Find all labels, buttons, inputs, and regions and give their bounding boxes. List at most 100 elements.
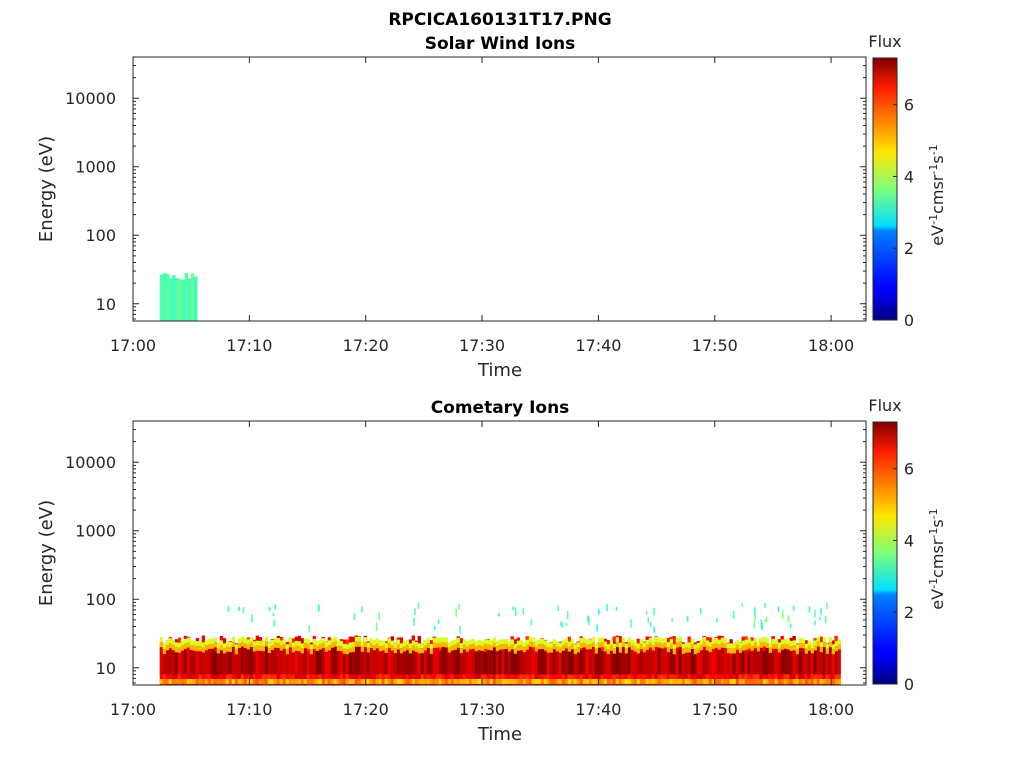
cometary-heat-column-1 <box>489 644 493 675</box>
cometary-edge-column <box>201 647 205 653</box>
cometary-edge-column <box>495 646 499 652</box>
cometary-heat-column-1 <box>615 643 619 675</box>
cometary-low-edge <box>525 679 529 684</box>
cometary-edge-column <box>531 637 535 643</box>
cometary-x-tick-label: 17:50 <box>692 700 738 719</box>
cometary-low-edge <box>615 679 619 684</box>
cometary-low-edge <box>435 679 439 684</box>
cometary-scatter-point <box>557 605 560 611</box>
cometary-heat-column-1 <box>831 650 835 675</box>
cometary-edge-column <box>483 643 487 649</box>
cometary-edge-column <box>654 636 658 642</box>
cometary-edge-column <box>291 642 295 648</box>
cometary-edge-column <box>459 648 463 654</box>
cometary-edge-column <box>213 642 217 648</box>
cometary-heat-column-1 <box>660 645 664 675</box>
cometary-edge-column <box>354 636 358 642</box>
cometary-heat-column-1 <box>720 645 724 675</box>
cometary-edge-column <box>264 636 268 642</box>
cometary-edge-column <box>654 641 658 647</box>
cometary-edge-column <box>663 642 667 648</box>
cometary-edge-column <box>306 643 310 649</box>
cometary-heat-column-1 <box>777 651 781 675</box>
cometary-low-edge <box>624 679 628 684</box>
cometary-low-edge <box>834 679 838 684</box>
cometary-low-edge <box>723 679 727 684</box>
cometary-edge-column <box>603 646 607 652</box>
cometary-low-edge <box>198 679 202 684</box>
cometary-edge-column <box>807 640 811 646</box>
cometary-heat-column-1 <box>666 650 670 675</box>
cometary-heat-column-1 <box>750 650 754 675</box>
cometary-edge-column <box>480 641 484 647</box>
cometary-edge-column <box>195 641 199 647</box>
cometary-low-edge <box>201 679 205 684</box>
cometary-low-edge <box>492 679 496 684</box>
cometary-heat-column-1 <box>429 644 434 675</box>
cometary-edge-column <box>543 640 547 646</box>
cometary-heat-column-1 <box>516 643 520 675</box>
cometary-heat-column-1 <box>465 647 469 675</box>
cometary-edge-column <box>834 646 838 652</box>
cometary-edge-column <box>324 641 328 647</box>
solar-wind-y-label: Energy (eV) <box>36 136 57 242</box>
cometary-heat-column-1 <box>216 646 221 675</box>
cometary-low-edge <box>498 679 502 684</box>
cometary-edge-column <box>636 643 640 649</box>
cometary-edge-column <box>498 639 502 645</box>
cometary-low-edge <box>684 679 688 684</box>
cometary-low-edge <box>351 679 355 684</box>
cometary-y-tick-label: 10 <box>96 659 116 678</box>
cometary-heat-column-1 <box>207 649 212 675</box>
cometary-edge-column <box>492 642 496 648</box>
cometary-edge-column <box>696 647 700 653</box>
cometary-scatter-point <box>458 604 460 610</box>
cometary-low-edge <box>819 679 823 684</box>
cometary-edge-column <box>393 648 397 654</box>
cometary-heat-column-1 <box>162 647 167 675</box>
cometary-edge-column <box>567 641 571 647</box>
cometary-edge-column <box>330 637 334 643</box>
cometary-low-edge <box>666 679 670 684</box>
cometary-edge-column <box>513 648 517 654</box>
cometary-heat-column-1 <box>801 651 805 675</box>
cometary-y-tick-label: 100 <box>85 590 116 609</box>
cometary-edge-column <box>702 636 706 642</box>
cometary-heat-column-1 <box>273 643 278 675</box>
cometary-heat-column-1 <box>540 642 544 675</box>
cometary-edge-column <box>207 638 211 644</box>
cometary-heat-column-1 <box>318 643 323 675</box>
cometary-edge-column <box>516 640 520 646</box>
cometary-heat-column-1 <box>795 645 799 675</box>
cometary-heat-column-1 <box>174 648 179 675</box>
cometary-edge-column <box>411 640 415 646</box>
cometary-scatter-point <box>530 619 533 626</box>
cometary-heat-column-1 <box>387 645 392 675</box>
cometary-heat-column-1 <box>180 646 185 675</box>
cometary-edge-column <box>645 639 649 645</box>
cometary-edge-column <box>300 643 304 649</box>
cometary-heat-column-1 <box>210 648 215 675</box>
cometary-edge-column <box>333 641 337 647</box>
cometary-heat-column-1 <box>603 651 607 675</box>
cometary-heat-column-1 <box>303 642 308 675</box>
cometary-low-edge <box>297 679 301 684</box>
cometary-low-edge <box>219 679 223 684</box>
cometary-edge-column <box>396 644 400 650</box>
cometary-heat-column-1 <box>327 643 332 675</box>
cometary-edge-column <box>591 641 595 647</box>
cometary-edge-column <box>438 642 442 648</box>
cometary-low-edge <box>693 679 697 684</box>
cometary-edge-column <box>381 645 385 651</box>
cometary-low-edge <box>468 679 472 684</box>
cometary-edge-column <box>717 644 721 650</box>
cometary-low-edge <box>795 679 799 684</box>
cometary-edge-column <box>606 644 610 650</box>
cometary-edge-column <box>456 642 460 648</box>
cometary-low-edge <box>555 679 559 684</box>
cometary-edge-column <box>276 637 280 643</box>
cometary-edge-column <box>774 638 778 644</box>
cometary-edge-column <box>522 647 526 653</box>
cometary-low-edge <box>189 679 193 684</box>
cometary-scatter-point <box>238 606 240 611</box>
